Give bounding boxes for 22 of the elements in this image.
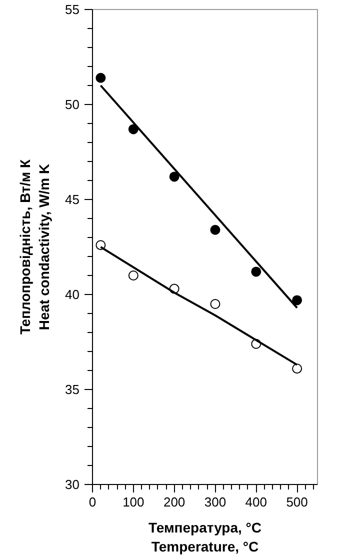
y-tick-label: 40: [65, 287, 80, 302]
y-tick-label: 35: [65, 382, 80, 397]
x-tick-label: 0: [88, 494, 96, 510]
point: [292, 364, 302, 374]
point: [169, 172, 180, 182]
x-axis-title: Температура, °C Temperature, °C: [148, 520, 262, 555]
x-tick-label: 100: [122, 494, 144, 510]
x-tick-label: 500: [286, 494, 308, 510]
point: [96, 72, 106, 83]
point: [128, 270, 138, 280]
x-tick-label: 200: [163, 494, 186, 510]
point: [251, 266, 262, 277]
y-tick-label: 30: [65, 477, 80, 492]
point: [210, 224, 220, 235]
y-tick-label: 45: [65, 192, 80, 207]
point: [210, 299, 220, 309]
y-tick-label: 55: [65, 2, 80, 17]
x-tick-label: 300: [204, 494, 226, 510]
y-tick-label: 50: [65, 97, 80, 112]
y-axis-title: Теплопровідність, Вт/м К Heat condactivity, W/m K: [16, 158, 52, 335]
x-tick-label: 400: [245, 494, 267, 510]
point: [292, 295, 302, 306]
